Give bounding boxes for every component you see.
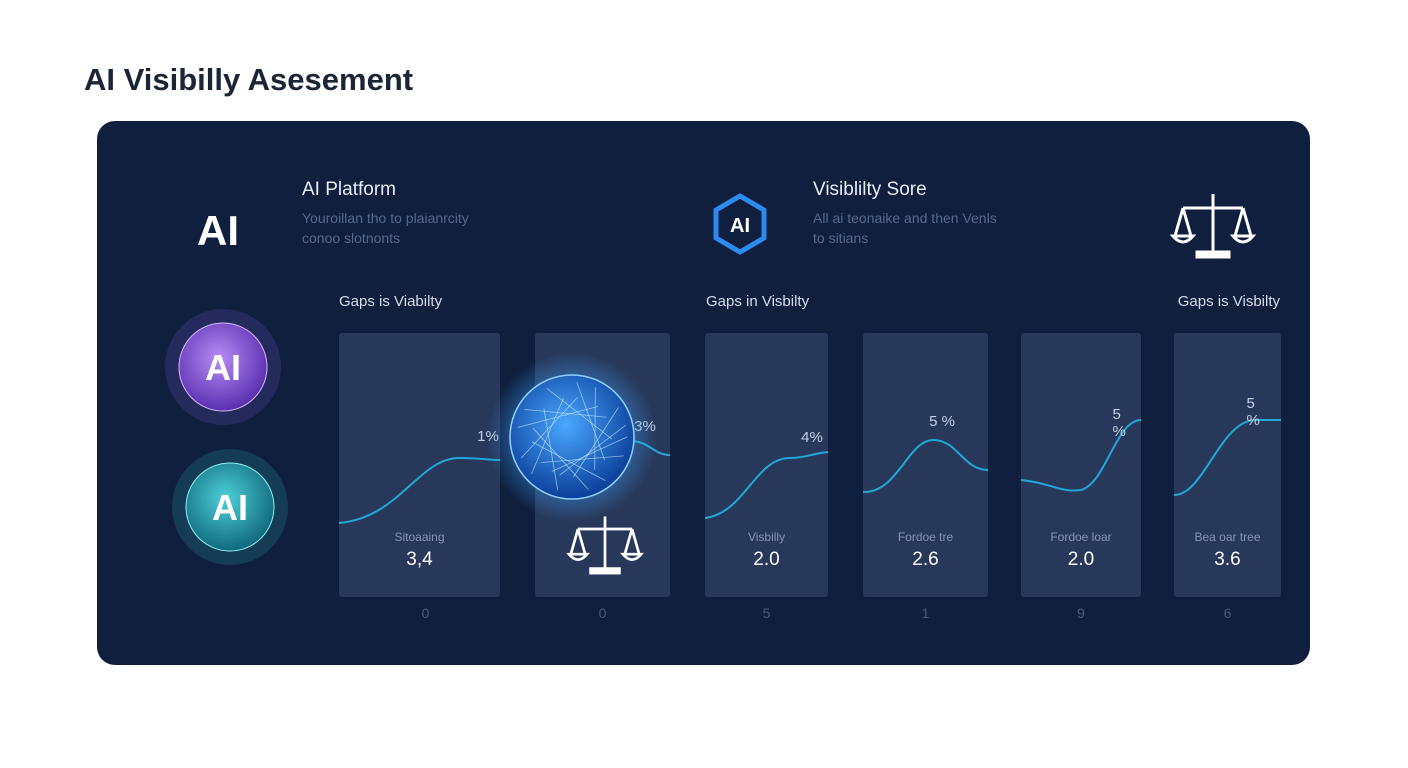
card-value: 2.6 xyxy=(912,549,939,570)
card-curve xyxy=(1021,419,1141,492)
sphere-mesh xyxy=(594,387,596,470)
score-desc: to sitians xyxy=(813,230,869,246)
score-title: Visiblilty Sore xyxy=(813,179,927,200)
card-caption: Fordoe loar xyxy=(1050,530,1112,544)
card-value: 2.0 xyxy=(753,549,780,570)
trend-line xyxy=(863,438,988,494)
card-footer: 0 xyxy=(598,605,607,621)
metric-card: 4% Visbilly 2.0 xyxy=(705,333,828,597)
network-sphere xyxy=(509,374,635,500)
section-label: Gaps is Visbilty xyxy=(1177,293,1280,310)
card-footer: 5 xyxy=(762,605,771,621)
percent-label: 5 % xyxy=(1112,406,1126,440)
card-caption: Sitoaaing xyxy=(394,530,445,544)
orb xyxy=(185,462,275,552)
sphere-mesh xyxy=(532,427,589,490)
sphere-mesh xyxy=(517,406,599,428)
card-value: 2.0 xyxy=(1067,549,1095,570)
sphere-mesh xyxy=(543,408,559,491)
sphere-mesh xyxy=(524,409,607,418)
card-curve xyxy=(863,438,988,494)
platform-desc: Youroillan tho to plaianrcity xyxy=(302,210,469,226)
card-caption: Visbilly xyxy=(747,530,786,544)
score-desc: All ai teonaike and then Venls xyxy=(813,210,997,226)
section-label: Gaps in Visbilty xyxy=(706,293,810,310)
percent-label: 5 % xyxy=(929,413,955,430)
metric-card: 5 % Bea oar tree 3.6 xyxy=(1174,333,1281,597)
platform-desc: conoo slotnonts xyxy=(302,230,401,246)
card-value: 3.6 xyxy=(1214,549,1241,570)
percent-label: 5 % xyxy=(1246,395,1260,429)
trend-line xyxy=(1174,419,1281,496)
metric-card: 5 % Fordoe tre 2.6 xyxy=(863,333,988,597)
trend-line xyxy=(339,456,500,524)
card-curve xyxy=(705,451,828,519)
sphere-mesh xyxy=(576,382,606,461)
card-caption: Bea oar tree xyxy=(1194,530,1261,544)
section-label: Gaps is Viabilty xyxy=(339,293,443,310)
sphere-mesh xyxy=(546,387,613,440)
scales-icon xyxy=(566,516,644,575)
card-footer: 1 xyxy=(921,605,930,621)
card-footer: 9 xyxy=(1077,605,1085,621)
sphere-mesh xyxy=(573,407,619,478)
card-curve xyxy=(1174,419,1281,496)
metric-card: 5 % Fordoe loar 2.0 xyxy=(1021,333,1141,597)
orb xyxy=(178,322,268,412)
page-title: AI Visibilly Asesement xyxy=(84,62,414,97)
card-caption: Fordoe tre xyxy=(897,530,954,544)
hex-icon-text: AI xyxy=(730,215,750,237)
sphere-mesh xyxy=(532,441,606,482)
card-value: 3,4 xyxy=(406,549,433,570)
sphere-mesh xyxy=(551,436,628,472)
logo-text: AI xyxy=(197,207,239,254)
card-footer: 0 xyxy=(421,605,430,621)
scales-icon xyxy=(1169,194,1257,259)
card-curve xyxy=(339,456,500,524)
platform-title: AI Platform xyxy=(302,179,396,200)
orb-label: AI xyxy=(212,487,248,528)
sphere-mesh xyxy=(531,397,564,475)
sphere-mesh xyxy=(520,397,578,459)
sphere-mesh xyxy=(559,424,626,476)
percent-label: 4% xyxy=(801,429,823,446)
card-footer: 6 xyxy=(1223,605,1232,621)
sphere-mesh xyxy=(541,455,624,463)
orb-label: AI xyxy=(205,347,241,388)
trend-line xyxy=(1021,419,1141,492)
hex-icon xyxy=(713,193,767,255)
trend-line xyxy=(705,451,828,519)
